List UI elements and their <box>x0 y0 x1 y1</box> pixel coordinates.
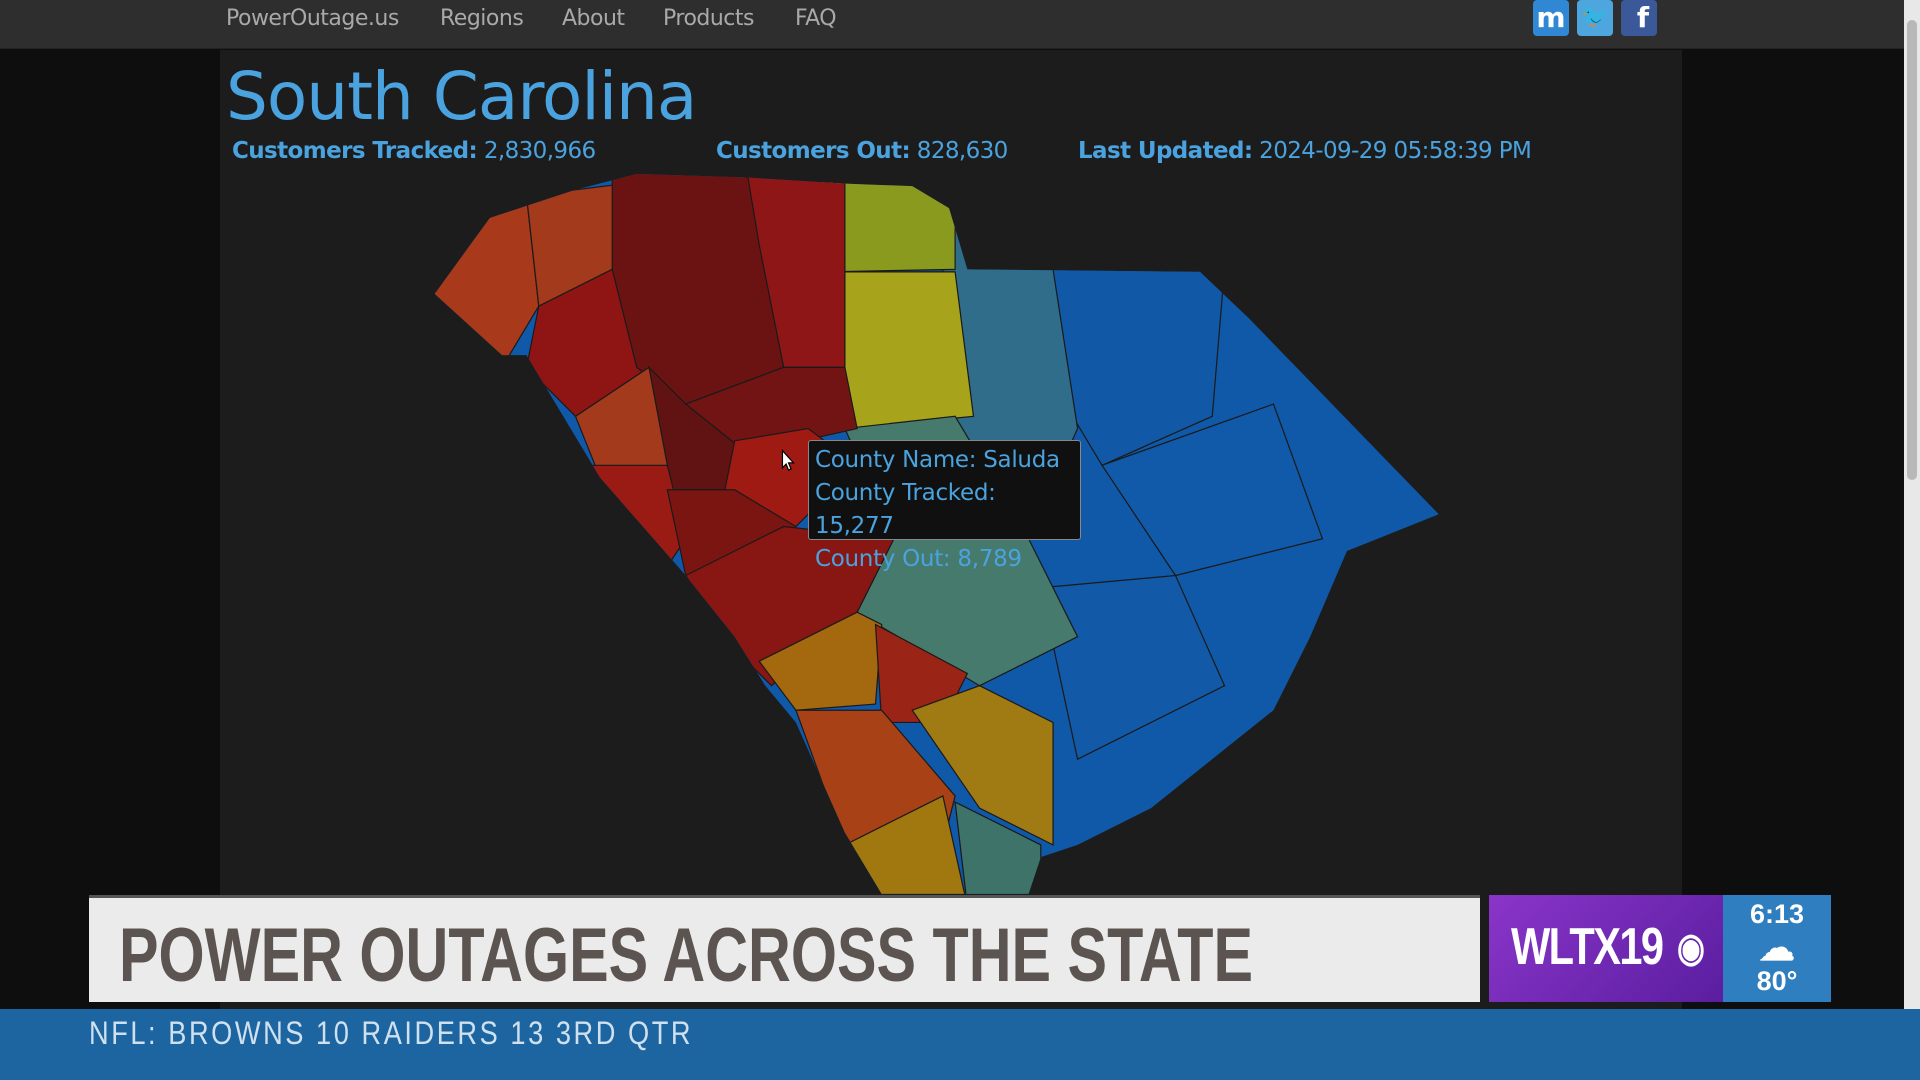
nav-products[interactable]: Products <box>663 6 755 31</box>
ticker-text: NFL: BROWNS 10 RAIDERS 13 3RD QTR <box>89 1015 694 1051</box>
tooltip-county-out: County Out: 8,789 <box>815 546 1022 572</box>
top-nav: PowerOutage.us Regions About Products FA… <box>0 0 1904 49</box>
last-updated: Last Updated: 2024-09-29 05:58:39 PM <box>1078 138 1532 164</box>
nav-about[interactable]: About <box>562 6 625 31</box>
page-title: South Carolina <box>226 58 697 135</box>
station-logo: WLTX19 ◉ <box>1489 895 1723 1002</box>
scrollbar[interactable] <box>1904 0 1920 1010</box>
nav-faq[interactable]: FAQ <box>795 6 837 31</box>
weather-box: 6:13 ☁ 80° <box>1723 895 1831 1002</box>
twitter-icon[interactable]: 🐦 <box>1577 0 1613 36</box>
county-region[interactable] <box>911 685 1054 846</box>
county-region[interactable] <box>574 464 687 577</box>
headline: POWER OUTAGES ACROSS THE STATE <box>119 913 1254 998</box>
nav-home[interactable]: PowerOutage.us <box>226 6 399 31</box>
tooltip-county-name: County Name: Saluda <box>815 447 1060 473</box>
value: 2,830,966 <box>483 138 596 164</box>
lower-third-banner: POWER OUTAGES ACROSS THE STATE <box>89 895 1480 1002</box>
label: Last Updated: <box>1078 138 1253 164</box>
nav-regions[interactable]: Regions <box>440 6 524 31</box>
cursor-hand-icon <box>781 449 795 472</box>
facebook-icon[interactable]: f <box>1621 0 1657 36</box>
scrollbar-thumb[interactable] <box>1907 20 1917 480</box>
county-region[interactable] <box>367 182 540 369</box>
label: Customers Tracked: <box>232 138 478 164</box>
county-region[interactable] <box>1040 574 1226 761</box>
cloud-icon: ☁ <box>1759 927 1795 968</box>
temperature: 80° <box>1756 966 1798 996</box>
mastodon-icon[interactable]: m <box>1533 0 1569 36</box>
customers-tracked: Customers Tracked: 2,830,966 <box>232 138 596 164</box>
customers-out: Customers Out: 828,630 <box>716 138 1008 164</box>
tooltip-county-tracked: County Tracked: 15,277 <box>815 480 996 539</box>
value: 2024-09-29 05:58:39 PM <box>1259 138 1532 164</box>
county-tooltip: County Name: Saluda County Tracked: 15,2… <box>808 440 1081 572</box>
county-region[interactable] <box>1101 403 1324 577</box>
value: 828,630 <box>916 138 1009 164</box>
county-region[interactable] <box>954 800 1042 906</box>
label: Customers Out: <box>716 138 911 164</box>
cbs-eye-icon: ◉ <box>1677 926 1705 970</box>
station-name: WLTX19 <box>1511 918 1664 976</box>
news-ticker: NFL: BROWNS 10 RAIDERS 13 3RD QTR <box>0 1009 1920 1080</box>
clock: 6:13 <box>1749 899 1805 929</box>
